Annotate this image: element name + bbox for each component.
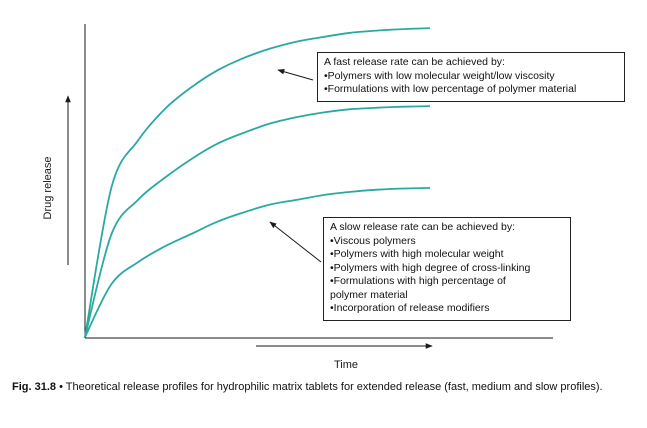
- fast-release-annotation: A fast release rate can be achieved by: …: [317, 52, 625, 102]
- figure-caption: Fig. 31.8 • Theoretical release profiles…: [12, 381, 637, 395]
- slow-annotation-arrow: [269, 221, 322, 263]
- slow-annotation-heading: A slow release rate can be achieved by:: [330, 221, 516, 233]
- release-curves: [84, 27, 431, 338]
- slow-release-curve: [84, 187, 431, 338]
- fast-annotation-arrow: [277, 69, 314, 81]
- fast-annotation-item: •Polymers with low molecular weight/low …: [324, 69, 555, 82]
- slow-annotation-item: •Viscous polymers: [330, 234, 416, 247]
- slow-annotation-item: •Formulations with high percentage of: [330, 275, 506, 287]
- slow-release-annotation: A slow release rate can be achieved by: …: [323, 217, 571, 321]
- fast-annotation-item: •Formulations with low percentage of pol…: [324, 83, 577, 95]
- fast-annotation-heading: A fast release rate can be achieved by:: [324, 56, 505, 68]
- caption-text: • Theoretical release profiles for hydro…: [56, 381, 603, 393]
- figure-label: Fig. 31.8: [12, 381, 57, 393]
- fast-release-curve: [84, 27, 431, 338]
- y-axis-label: Drug release: [42, 157, 54, 220]
- slow-annotation-item: •Incorporation of release modifiers: [330, 302, 490, 314]
- slow-annotation-item: polymer material: [330, 288, 408, 301]
- slow-annotation-item: •Polymers with high degree of cross-link…: [330, 261, 531, 274]
- medium-release-curve: [84, 105, 431, 338]
- x-axis-label: Time: [334, 359, 358, 371]
- slow-annotation-item: •Polymers with high molecular weight: [330, 248, 504, 260]
